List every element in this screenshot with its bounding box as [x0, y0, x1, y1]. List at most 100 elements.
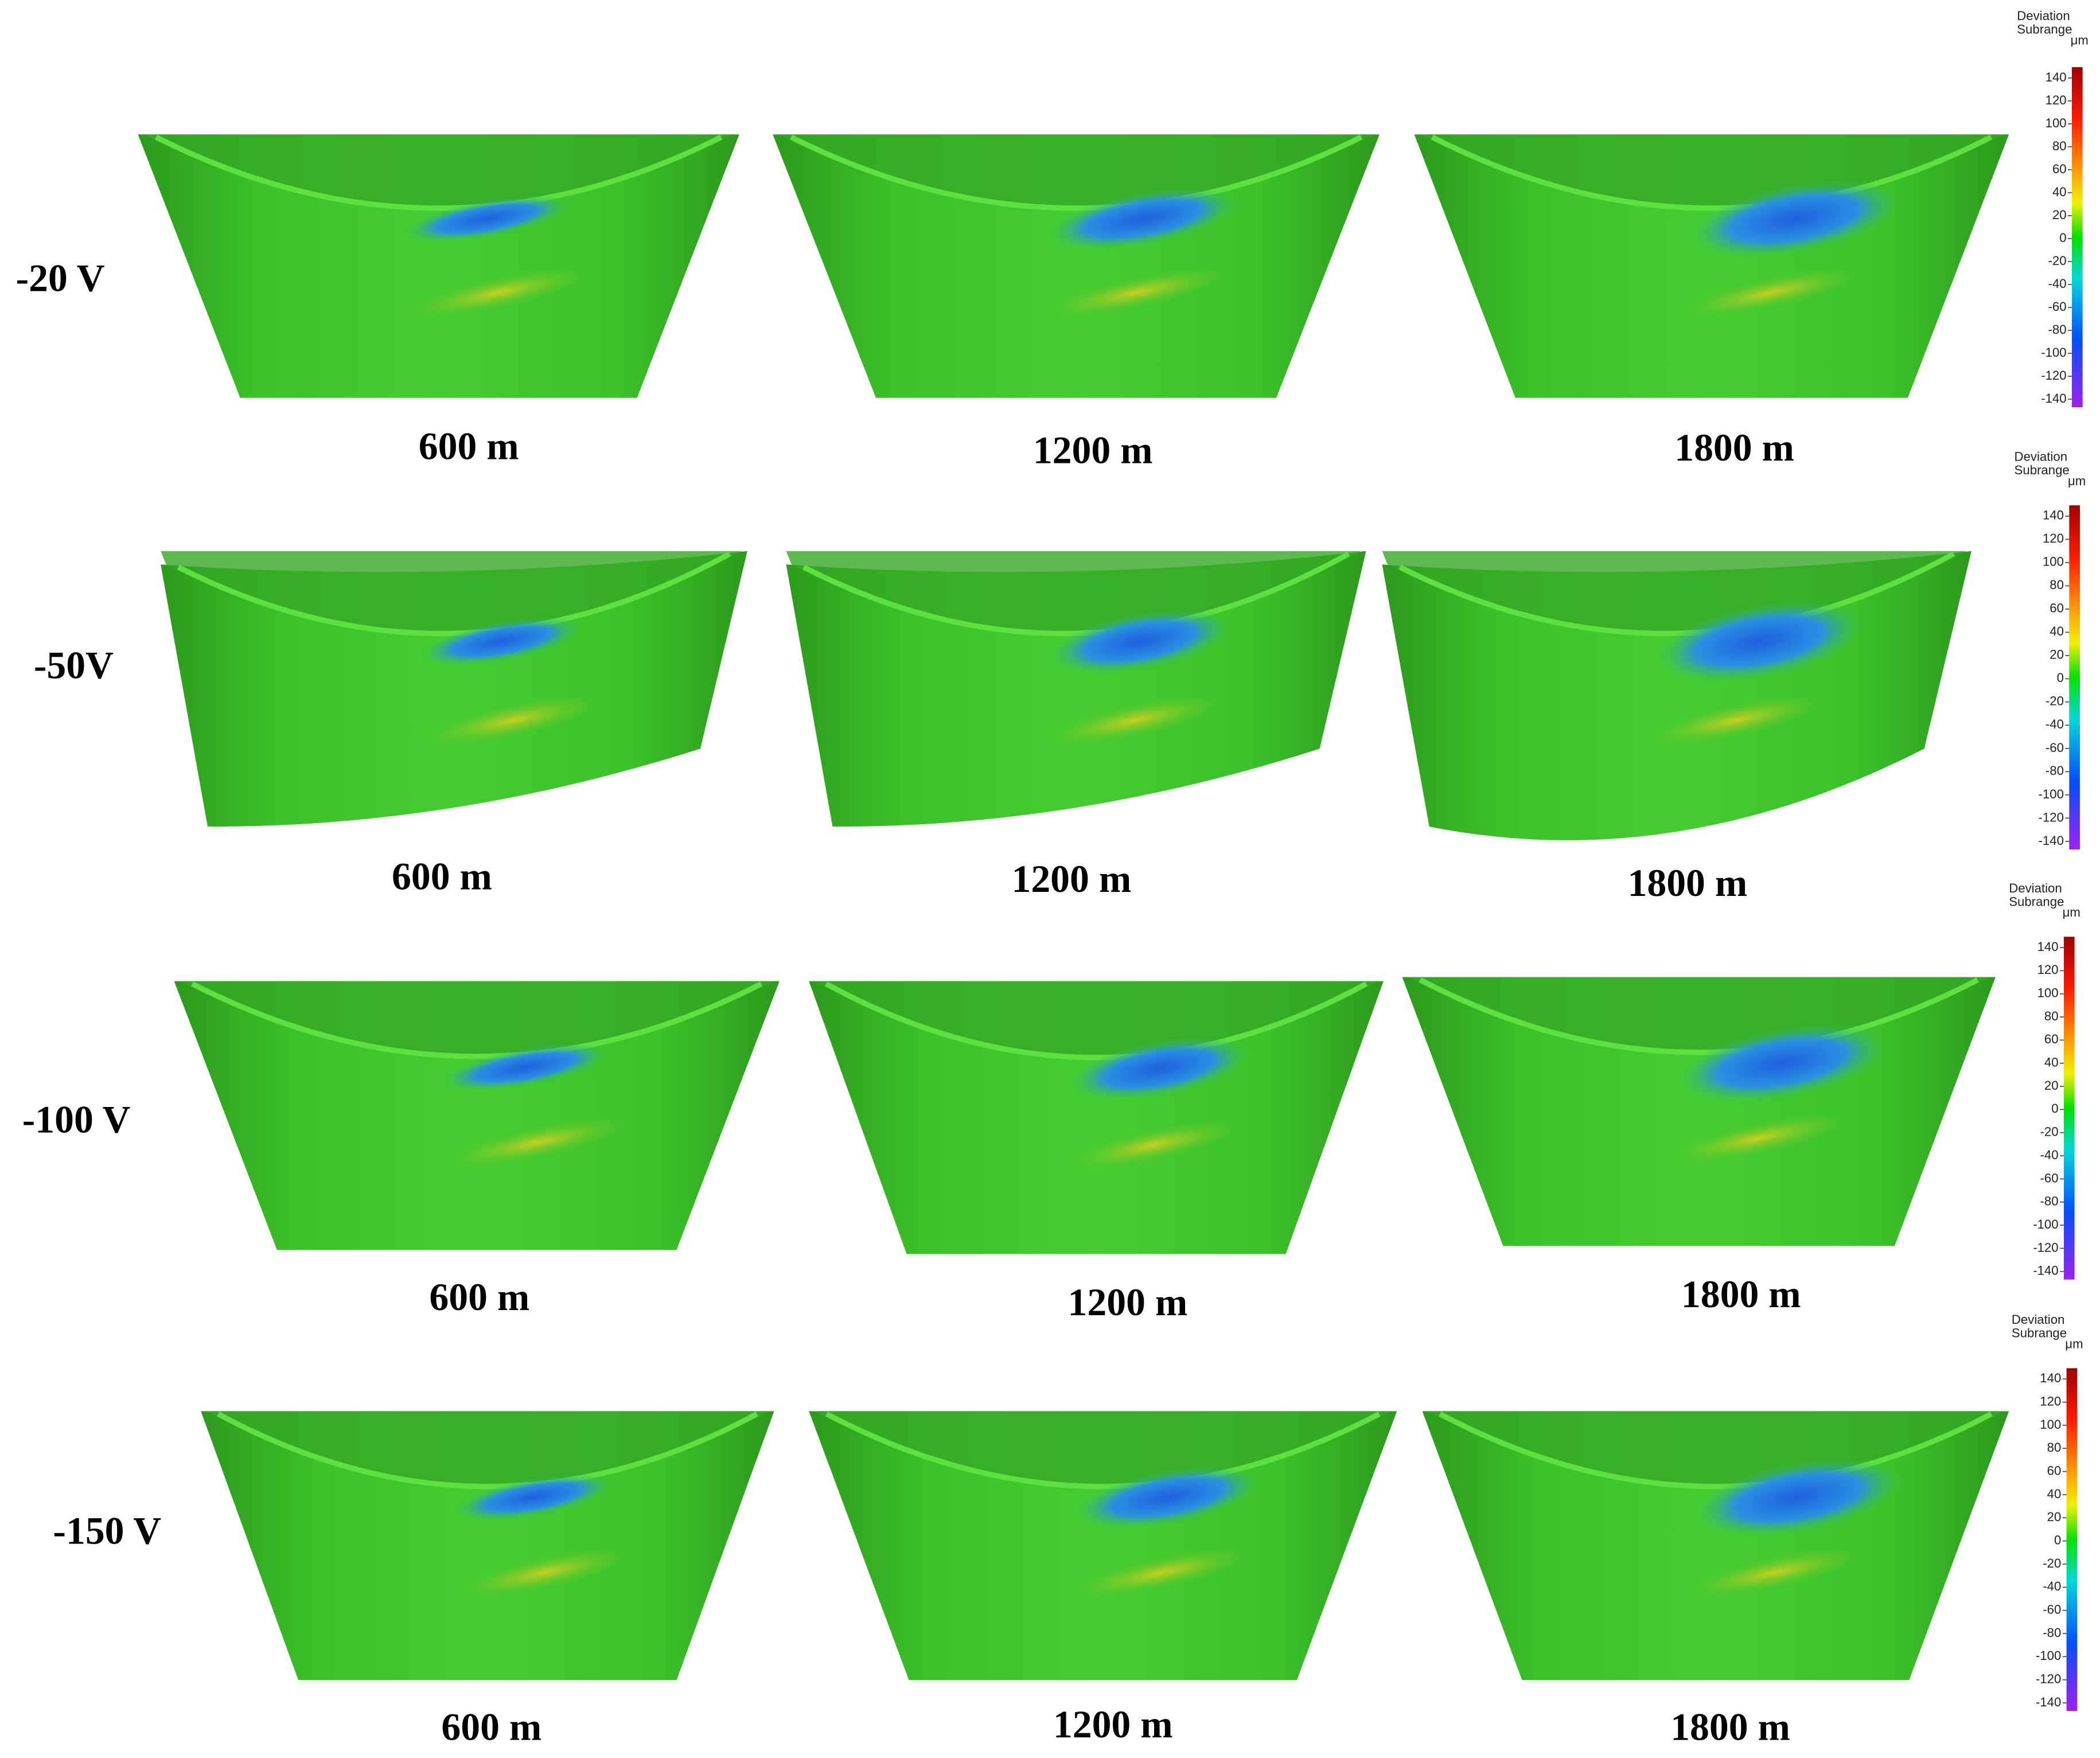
colorbar-tick-label: 80: [2044, 1009, 2059, 1023]
rim-edge: [191, 981, 763, 1059]
scan-image: [786, 551, 1366, 827]
colorbar-tick-label: 40: [2052, 185, 2067, 199]
deviation-yellow: [404, 267, 593, 318]
deviation-blue: [1689, 180, 1901, 258]
colorbar-tick-label: -80: [2040, 1194, 2059, 1209]
colorbar-tick-label: -140: [2036, 1695, 2061, 1709]
deviation-yellow: [1042, 267, 1232, 318]
colorbar-tick-label: -20: [2040, 1125, 2059, 1139]
rim-top: [161, 551, 747, 633]
rim-top: [1422, 1411, 2009, 1486]
rim-top: [1402, 977, 1996, 1051]
panel-caption: 600 m: [441, 1706, 541, 1749]
colorbar-tick-label: 60: [2050, 601, 2064, 615]
deviation-yellow: [1678, 267, 1864, 318]
colorbar-unit: μm: [2065, 1336, 2083, 1351]
scan-image: [1382, 551, 1972, 840]
colorbar-unit: μm: [2068, 474, 2086, 488]
scan-surface: [174, 981, 780, 1250]
deviation-yellow: [1643, 695, 1828, 746]
colorbar: [2069, 505, 2080, 849]
colorbar-tick-label: 100: [2040, 1417, 2061, 1432]
colorbar-tick-label: 60: [2047, 1463, 2062, 1478]
colorbar-unit: μm: [2063, 905, 2080, 919]
rim-edge: [1419, 977, 1980, 1055]
colorbar-tick-label: -80: [2048, 322, 2067, 337]
colorbar-tick-label: 80: [2052, 139, 2067, 153]
deviation-blue: [442, 1043, 609, 1091]
colorbar: [2066, 1368, 2078, 1711]
row-label: -50V: [34, 644, 114, 687]
colorbar-tick-label: -80: [2043, 1626, 2061, 1640]
colorbar-tick-label: 140: [2037, 940, 2059, 954]
colorbar-tick-label: 80: [2047, 1440, 2062, 1455]
rim-edge: [154, 134, 723, 211]
colorbar-tick-label: -40: [2040, 1148, 2059, 1162]
rim-edge: [1431, 134, 1993, 211]
rim-top: [773, 134, 1380, 207]
rim-top: [201, 1411, 774, 1486]
colorbar-tick-label: 20: [2047, 1510, 2062, 1524]
colorbar-tick-label: 100: [2046, 116, 2067, 130]
panel-caption: 600 m: [429, 1276, 529, 1319]
deviation-yellow: [1682, 1547, 1867, 1598]
colorbar-tick-label: 120: [2040, 1394, 2061, 1408]
rim-top: [1382, 551, 1972, 633]
colorbar-tick-label: 40: [2044, 1055, 2059, 1070]
colorbar-tick-label: -120: [2039, 810, 2064, 824]
rim-edge: [1439, 1411, 1993, 1490]
colorbar-unit: μm: [2071, 33, 2089, 47]
rim-top: [809, 981, 1384, 1057]
rim-top: [786, 551, 1366, 633]
deviation-blue: [1074, 1466, 1261, 1529]
panel-caption: 1800 m: [1670, 1706, 1790, 1749]
colorbar-tick-label: 120: [2046, 93, 2067, 107]
scan-image: [773, 134, 1380, 398]
rim-edge: [825, 981, 1368, 1061]
colorbar-tick-label: -40: [2046, 717, 2064, 731]
colorbar-tick-label: 80: [2050, 578, 2064, 592]
colorbar-tick-label: -120: [2041, 368, 2066, 383]
scan-image: [161, 551, 747, 827]
colorbar-tick-label: 20: [2052, 208, 2067, 222]
scan-image: [1402, 977, 1996, 1246]
rim-edge: [789, 134, 1363, 211]
colorbar-tick-label: -120: [2033, 1240, 2058, 1254]
colorbar-title: Subrange: [2017, 22, 2072, 37]
colorbar-tick-label: 60: [2044, 1032, 2059, 1046]
colorbar-tick-label: 20: [2050, 648, 2064, 662]
colorbar-tick-label: 120: [2037, 962, 2059, 977]
colorbar-tick-label: 140: [2043, 508, 2064, 523]
colorbar-tick-label: -40: [2043, 1579, 2061, 1593]
colorbar-tick-label: 0: [2054, 1533, 2061, 1547]
colorbar-tick-label: -120: [2036, 1671, 2061, 1686]
scan-image: [1422, 1411, 2009, 1681]
colorbar-tick-label: 0: [2057, 671, 2064, 685]
colorbar-tick-label: -60: [2048, 299, 2067, 314]
rim-top: [1414, 134, 2009, 207]
deviation-blue: [454, 1474, 613, 1521]
colorbar-tick-label: 40: [2050, 624, 2064, 638]
colorbar-tick-label: -100: [2036, 1648, 2061, 1663]
rim-top: [809, 1411, 1397, 1486]
colorbar-tick-label: -40: [2048, 276, 2067, 291]
deviation-yellow: [1069, 1547, 1254, 1598]
panel-caption: 1200 m: [1053, 1703, 1173, 1746]
colorbar-tick-label: 0: [2051, 1101, 2058, 1116]
deviation-blue: [1654, 601, 1864, 682]
colorbar-tick-label: -60: [2040, 1171, 2059, 1185]
colorbar-tick-label: -100: [2033, 1217, 2058, 1231]
panel-caption: 1800 m: [1628, 862, 1748, 905]
panel-caption: 1200 m: [1011, 857, 1131, 901]
colorbar-tick-label: -60: [2043, 1602, 2061, 1616]
colorbar-tick-label: -140: [2039, 833, 2064, 848]
scan-image: [138, 134, 739, 398]
colorbar-tick-label: 60: [2052, 162, 2067, 176]
colorbar: [2063, 937, 2075, 1280]
colorbar-tick-label: -140: [2041, 391, 2066, 406]
deviation-yellow: [1043, 695, 1225, 746]
colorbar-tick-label: 0: [2059, 231, 2066, 245]
rim-top: [138, 134, 739, 207]
colorbar-tick-label: -20: [2043, 1556, 2061, 1570]
